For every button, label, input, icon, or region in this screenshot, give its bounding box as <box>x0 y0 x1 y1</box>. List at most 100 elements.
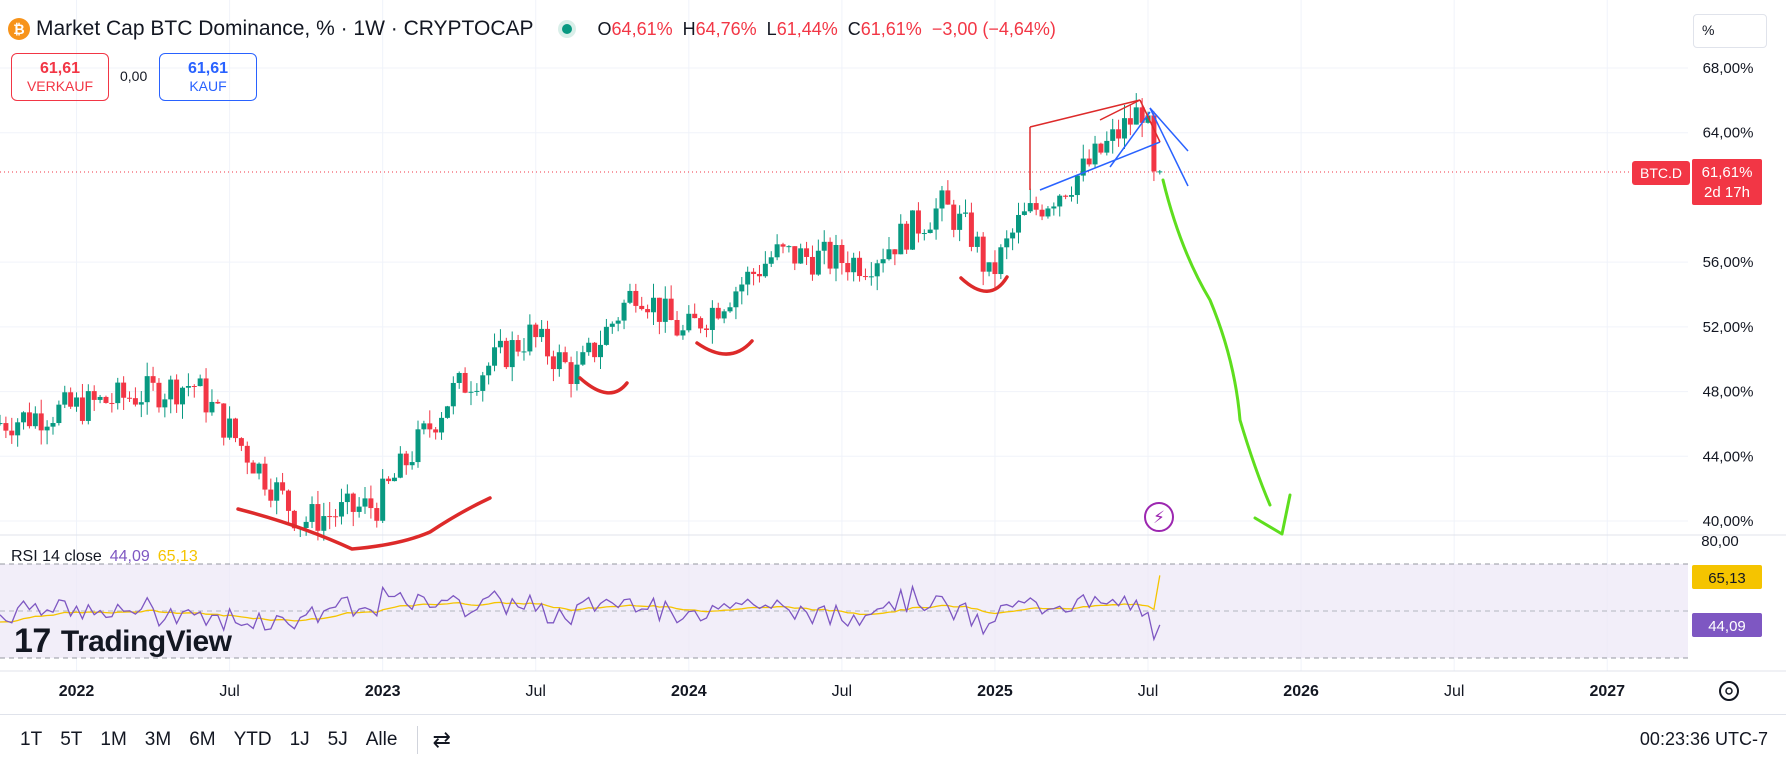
candle-body <box>586 342 592 353</box>
time-axis-label: 2026 <box>1283 683 1319 700</box>
price-scale[interactable]: 68,00% 64,00% 56,00% 52,00% 48,00% 44,00% 40,0… <box>1703 60 1754 530</box>
candle-body <box>427 423 433 430</box>
timeframe-1t[interactable]: 1T <box>20 728 43 750</box>
candle-body <box>285 490 291 511</box>
candle-body <box>886 249 892 260</box>
candle-body <box>380 478 386 521</box>
candle-body <box>692 313 698 319</box>
candle-body <box>262 463 268 490</box>
chart-header: ₿ Market Cap BTC Dominance, % · 1W · CRY… <box>8 14 1056 44</box>
candle-body <box>391 477 397 482</box>
symbol-title[interactable]: Market Cap BTC Dominance, % · 1W · CRYPT… <box>36 17 534 40</box>
sell-button[interactable]: 61,61 VERKAUF <box>11 53 109 101</box>
timeframe-1m[interactable]: 1M <box>100 728 127 750</box>
event-icon[interactable]: ⚡ <box>1144 502 1174 532</box>
candle-body <box>1033 203 1039 210</box>
market-status-dot-icon[interactable] <box>561 24 572 34</box>
bottom-toolbar: 1T 5T 1M 3M 6M YTD 1J 5J Alle ⇄ 00:23:36… <box>0 714 1786 764</box>
rsi-legend[interactable]: RSI 14 close 44,09 65,13 <box>11 548 198 566</box>
candle-body <box>821 241 827 251</box>
candle-body <box>492 347 498 366</box>
candle-body <box>804 248 810 257</box>
candle-body <box>656 297 662 322</box>
candle-body <box>521 351 527 353</box>
candle-body <box>998 247 1004 275</box>
candle-body <box>603 326 609 345</box>
candle-body <box>639 305 645 310</box>
timeframe-6m[interactable]: 6M <box>189 728 216 750</box>
candle-body <box>433 429 439 433</box>
candle-body <box>633 290 639 306</box>
candle-body <box>26 412 32 427</box>
timeframe-1j[interactable]: 1J <box>289 728 310 750</box>
candle-body <box>709 307 715 330</box>
candle-body <box>698 318 704 329</box>
candle-body <box>1151 115 1157 172</box>
grid-lines <box>0 0 1688 671</box>
time-axis-label: 2024 <box>671 683 707 700</box>
candle-body <box>486 365 492 376</box>
candle-body <box>397 453 403 478</box>
timeframe-5j[interactable]: 5J <box>327 728 348 750</box>
candle-body <box>497 340 503 348</box>
candle-body <box>215 401 221 404</box>
candle-body <box>798 248 804 264</box>
candle-body <box>963 212 969 214</box>
timeframe-ytd[interactable]: YTD <box>233 728 272 750</box>
candle-body <box>968 212 974 247</box>
candle-body <box>156 382 162 408</box>
settings-icon[interactable] <box>1719 681 1739 701</box>
candle-body <box>786 246 792 248</box>
candle-body <box>409 462 415 466</box>
candle-body <box>456 372 462 383</box>
candle-body <box>727 307 733 312</box>
sell-price: 61,61 <box>39 60 81 77</box>
candle-body <box>939 190 945 209</box>
candle-body <box>256 463 262 474</box>
candle-body <box>857 257 863 277</box>
candle-body <box>945 190 951 205</box>
candle-body <box>1104 140 1110 153</box>
candle-body <box>280 482 286 491</box>
clock[interactable]: 00:23:36 UTC-7 <box>1639 729 1768 749</box>
candle-body <box>1098 143 1104 153</box>
timeframe-5t[interactable]: 5T <box>60 728 83 750</box>
buy-button[interactable]: 61,61 KAUF <box>159 53 257 101</box>
time-axis[interactable]: 2022 Jul 2023 Jul 2024 Jul 2025 Jul 2026 Jul 2027 <box>59 683 1625 700</box>
price-scale-label: 52,00% <box>1703 319 1754 336</box>
candle-body <box>333 516 339 518</box>
candle-body <box>1116 129 1122 139</box>
tradingview-wordmark: TradingView <box>60 624 232 658</box>
rsi-scale[interactable]: 80,00 65,13 44,09 <box>1692 533 1762 637</box>
candle-body <box>185 385 191 388</box>
candle-body <box>9 430 15 436</box>
tradingview-logo[interactable]: 17 TradingView <box>14 622 232 661</box>
candle-body <box>527 324 533 352</box>
candle-body <box>1139 107 1145 123</box>
candle-body <box>1039 209 1045 217</box>
candle-body <box>15 422 21 436</box>
timeframe-alle[interactable]: Alle <box>365 728 398 750</box>
candle-body <box>703 328 709 330</box>
candle-body <box>1092 143 1098 165</box>
candle-body <box>933 208 939 230</box>
candle-body <box>1016 214 1022 233</box>
price-scale-label: 56,00% <box>1703 254 1754 271</box>
price-scale-label: 68,00% <box>1703 60 1754 77</box>
candle-body <box>592 342 598 358</box>
candle-body <box>756 273 762 277</box>
candle-body <box>898 223 904 255</box>
candle-body <box>1110 129 1116 141</box>
date-range-icon[interactable]: ⇄ <box>432 726 451 752</box>
candle-body <box>1051 206 1057 209</box>
candle-body <box>468 391 474 393</box>
price-unit-selector[interactable]: % <box>1693 14 1767 48</box>
drawing-green-arrow <box>1161 178 1292 536</box>
candle-body <box>792 246 798 264</box>
timeframe-3m[interactable]: 3M <box>144 728 172 750</box>
price-scale-label: 40,00% <box>1703 513 1754 530</box>
candle-body <box>957 213 963 230</box>
candle-body <box>32 413 38 427</box>
candle-body <box>321 516 327 531</box>
candle-body <box>197 378 203 387</box>
